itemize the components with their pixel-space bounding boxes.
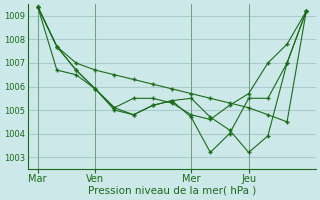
X-axis label: Pression niveau de la mer( hPa ): Pression niveau de la mer( hPa )	[88, 186, 256, 196]
